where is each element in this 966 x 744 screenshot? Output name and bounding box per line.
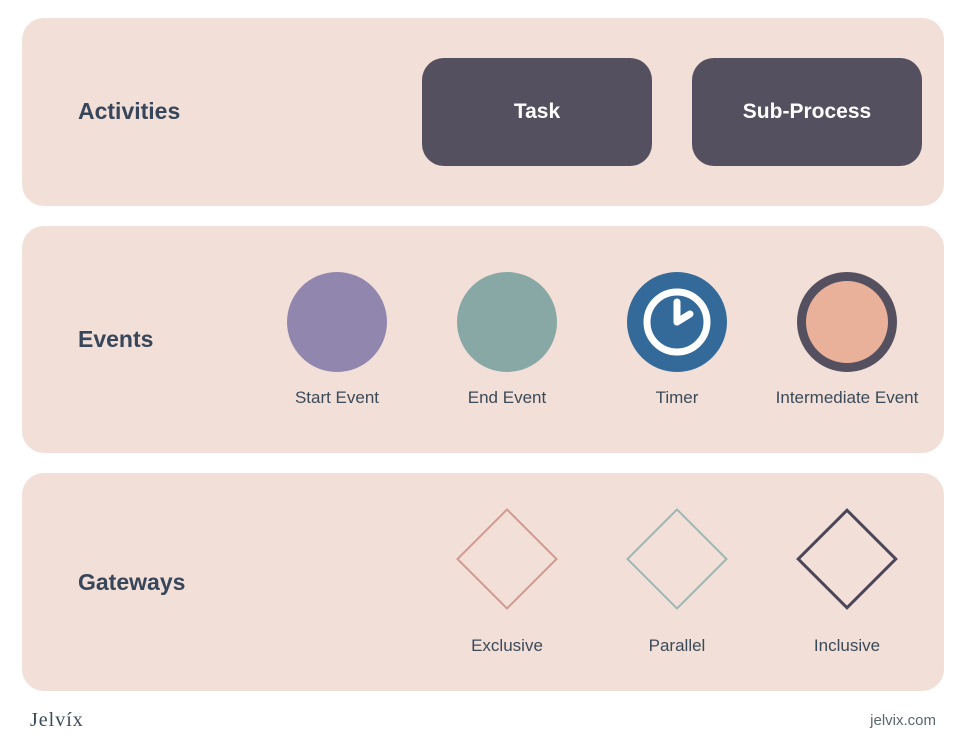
circle-icon: [457, 272, 557, 372]
site-url: jelvix.com: [870, 712, 936, 729]
ring-icon: [797, 272, 897, 372]
gateway-label: Exclusive: [471, 636, 543, 656]
events-panel: Events Start Event End Event Timer Intermed…: [22, 226, 944, 453]
events-title: Events: [22, 326, 252, 353]
events-items: Start Event End Event Timer Intermediate Ev…: [252, 272, 932, 408]
diamond-icon: [626, 508, 728, 610]
event-label: End Event: [468, 388, 546, 408]
event-label: Start Event: [295, 388, 379, 408]
event-timer: Timer: [592, 272, 762, 408]
activity-label: Sub-Process: [743, 100, 871, 124]
timer-icon: [627, 272, 727, 372]
gateway-label: Inclusive: [814, 636, 880, 656]
event-intermediate-event: Intermediate Event: [762, 272, 932, 408]
gateway-inclusive: Inclusive: [762, 508, 932, 656]
footer: Jelvíx jelvix.com: [22, 709, 944, 732]
gateway-exclusive: Exclusive: [422, 508, 592, 656]
activity-box-task: Task: [422, 58, 652, 166]
gateways-panel: Gateways Exclusive Parallel Inclusive: [22, 473, 944, 691]
activities-title: Activities: [22, 98, 422, 125]
event-label: Intermediate Event: [776, 388, 919, 408]
logo: Jelvíx: [30, 709, 84, 732]
gateways-items: Exclusive Parallel Inclusive: [422, 508, 932, 656]
gateways-title: Gateways: [22, 569, 422, 596]
activities-items: Task Sub-Process: [422, 58, 922, 166]
activity-label: Task: [514, 100, 560, 124]
gateway-parallel: Parallel: [592, 508, 762, 656]
activity-box-sub-process: Sub-Process: [692, 58, 922, 166]
diamond-icon: [456, 508, 558, 610]
event-label: Timer: [656, 388, 699, 408]
diamond-icon: [796, 508, 898, 610]
circle-icon: [287, 272, 387, 372]
event-start-event: Start Event: [252, 272, 422, 408]
gateway-label: Parallel: [649, 636, 706, 656]
activities-panel: Activities Task Sub-Process: [22, 18, 944, 206]
event-end-event: End Event: [422, 272, 592, 408]
